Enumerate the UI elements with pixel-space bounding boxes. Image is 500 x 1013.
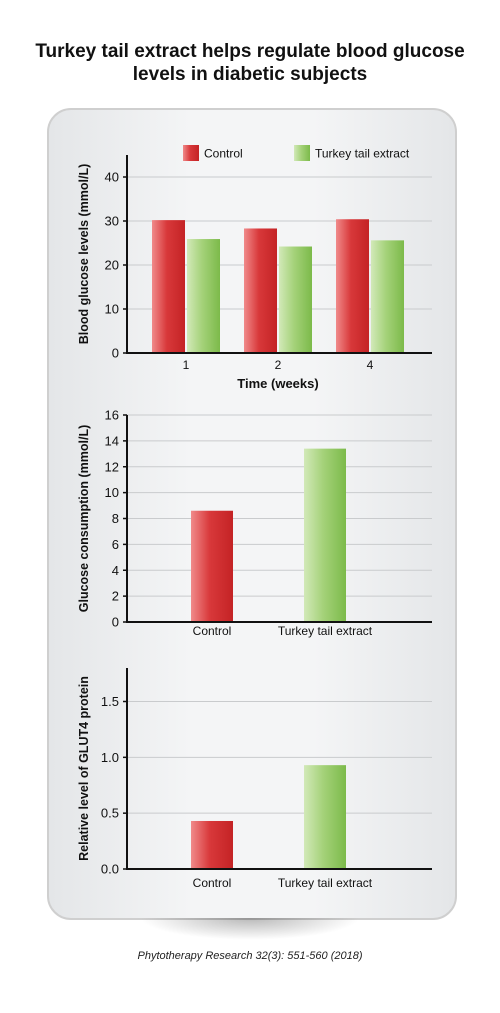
y-tick-label: 2 [112,589,119,604]
y-tick-label: 0 [112,615,119,630]
legend-swatch-control [183,145,199,161]
y-tick-label: 16 [105,408,119,423]
y-tick-label: 4 [112,563,119,578]
bar-control [191,510,233,622]
x-tick-label: 1 [183,358,190,372]
y-tick-label: 40 [105,170,119,185]
y-tick-label: 10 [105,302,119,317]
y-tick-label: 20 [105,258,119,273]
y-tick-label: 1.5 [101,694,119,709]
citation: Phytotherapy Research 32(3): 551-560 (20… [137,950,363,962]
bar-extract [304,448,346,622]
bar-control [152,220,185,353]
y-tick-label: 0 [112,346,119,361]
x-tick-label: Control [193,624,232,638]
y-tick-label: 1.0 [101,750,119,765]
y-tick-label: 8 [112,511,119,526]
x-axis-label: Time (weeks) [237,376,318,391]
legend-swatch-extract [294,145,310,161]
legend-label-extract: Turkey tail extract [315,147,410,161]
x-tick-label: Turkey tail extract [278,624,373,638]
page-title: Turkey tail extract helps regulate blood… [35,41,465,85]
y-axis-label: Glucose consumption (mmol/L) [77,425,91,613]
y-tick-label: 10 [105,485,119,500]
y-tick-label: 30 [105,214,119,229]
y-tick-label: 12 [105,459,119,474]
x-tick-label: 4 [367,358,374,372]
y-tick-label: 14 [105,433,119,448]
y-axis-label: Relative level of GLUT4 protein [77,676,91,861]
panel-shadow [140,918,360,940]
bar-control [244,228,277,353]
legend-label-control: Control [204,147,243,161]
y-axis-label: Blood glucose levels (mmol/L) [77,164,91,345]
bar-control [336,219,369,353]
y-tick-label: 0.0 [101,862,119,877]
y-tick-label: 0.5 [101,806,119,821]
bar-extract [304,765,346,869]
x-tick-label: Control [193,876,232,890]
bar-extract [279,246,312,353]
bar-extract [371,240,404,353]
bar-extract [187,239,220,353]
x-tick-label: Turkey tail extract [278,876,373,890]
y-tick-label: 6 [112,537,119,552]
bar-control [191,820,233,869]
x-tick-label: 2 [275,358,282,372]
